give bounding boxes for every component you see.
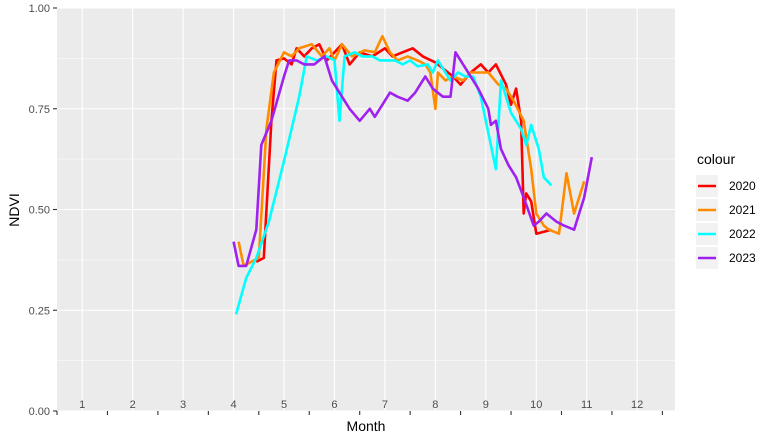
major-gridlines — [57, 7, 675, 412]
legend-label-2023: 2023 — [729, 251, 756, 265]
x-axis — [56, 411, 663, 415]
x-tick-label: 11 — [581, 399, 592, 411]
x-tick-label: 4 — [231, 399, 237, 411]
series-line-2023 — [232, 51, 594, 268]
y-tick-label: 0.00 — [29, 406, 50, 418]
y-tick-label: 0.75 — [29, 104, 50, 116]
legend-label-2022: 2022 — [729, 227, 756, 241]
y-tick-label: 0.25 — [29, 305, 50, 317]
legend-label-2020: 2020 — [729, 179, 756, 193]
x-tick-label: 8 — [432, 399, 438, 411]
minor-gridlines — [57, 58, 675, 361]
x-tick-label: 7 — [382, 399, 388, 411]
x-tick-label: 1 — [79, 399, 85, 411]
x-tick-label: 12 — [631, 399, 643, 411]
x-tick-label: 9 — [483, 399, 489, 411]
legend-label-2021: 2021 — [729, 203, 756, 217]
x-axis-title: Month — [347, 418, 386, 434]
x-tick-label: 3 — [180, 399, 186, 411]
y-axis: 0.00 0.25 0.50 0.75 1.00 — [29, 3, 57, 418]
legend: colour 2020 2021 2022 2023 — [696, 151, 756, 269]
x-tick-label: 6 — [331, 399, 337, 411]
x-tick-label: 5 — [281, 399, 287, 411]
series-line-2021 — [237, 34, 586, 268]
y-axis-title: NDVI — [6, 193, 22, 226]
series-line-2022 — [234, 51, 553, 315]
x-tick-label: 10 — [530, 399, 542, 411]
y-tick-label: 1.00 — [29, 3, 50, 15]
y-tick-label: 0.50 — [29, 205, 50, 217]
series-lines — [232, 34, 594, 315]
x-tick-labels: 1 2 3 4 5 6 7 8 9 10 11 12 — [79, 399, 643, 411]
legend-title: colour — [697, 151, 735, 167]
x-tick-label: 2 — [130, 399, 136, 411]
